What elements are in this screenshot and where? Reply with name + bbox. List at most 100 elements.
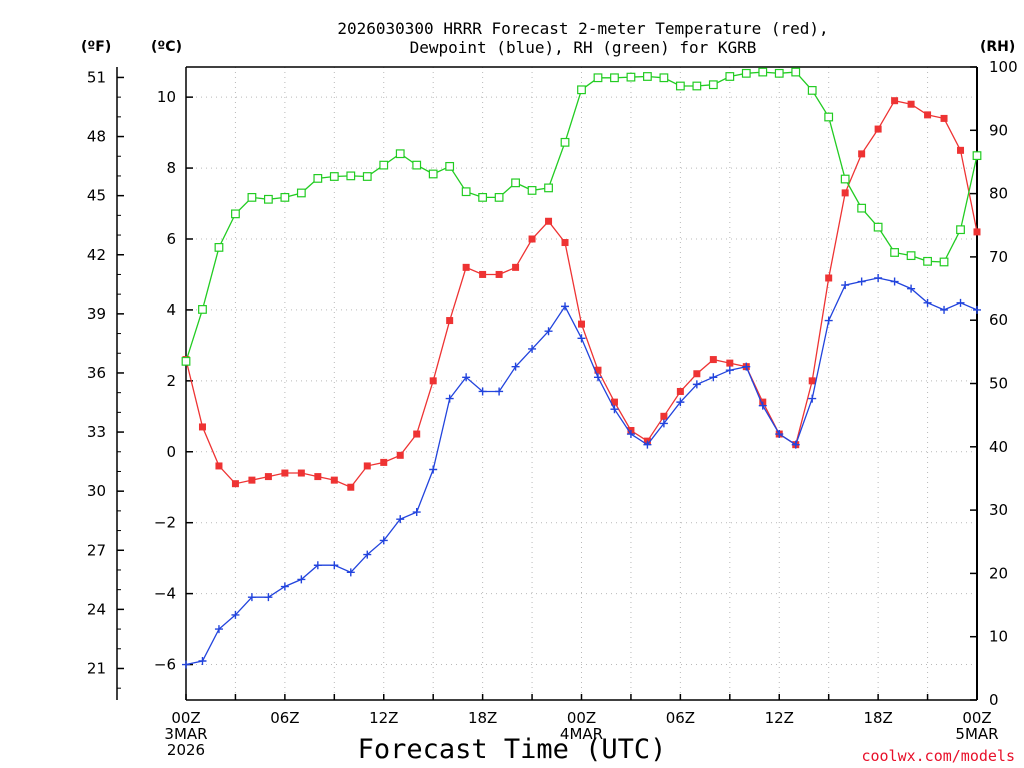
temperature-point bbox=[380, 458, 388, 466]
rh-point bbox=[544, 183, 553, 193]
temperature-point bbox=[413, 430, 421, 438]
dewpoint-point bbox=[561, 302, 570, 311]
dewpoint-point bbox=[297, 575, 306, 584]
x-tick-label: 5MAR bbox=[955, 725, 998, 743]
rh-point bbox=[478, 192, 488, 202]
rh-tick-label: 0 bbox=[989, 691, 999, 709]
temperature-point bbox=[281, 469, 289, 477]
temperature-point bbox=[726, 359, 734, 367]
dewpoint-point bbox=[396, 515, 405, 524]
temperature-point bbox=[957, 146, 965, 154]
dewpoint-point bbox=[758, 401, 767, 410]
x-tick-label: 18Z bbox=[468, 709, 497, 727]
temperature-point bbox=[248, 476, 256, 484]
fahrenheit-tick-label: 27 bbox=[87, 541, 106, 559]
temperature-point bbox=[198, 423, 206, 431]
x-tick-label: 00Z bbox=[171, 709, 200, 727]
temperature-point bbox=[561, 239, 569, 247]
dewpoint-point bbox=[808, 394, 817, 403]
x-axis-title: Forecast Time (UTC) bbox=[358, 734, 667, 765]
temperature-point bbox=[940, 114, 948, 122]
rh-point bbox=[725, 72, 735, 81]
rh-tick-label: 10 bbox=[989, 628, 1008, 646]
rh-tick-label: 50 bbox=[989, 375, 1008, 393]
dewpoint-point bbox=[692, 380, 701, 389]
rh-point bbox=[890, 248, 900, 257]
temperature-point bbox=[528, 235, 536, 243]
rh-point bbox=[296, 188, 306, 198]
rh-point bbox=[329, 172, 339, 181]
dewpoint-point bbox=[495, 387, 504, 396]
rh-point bbox=[445, 161, 455, 171]
fahrenheit-unit-label: (ºF) bbox=[81, 39, 111, 55]
rh-point bbox=[577, 85, 586, 95]
rh-point bbox=[461, 187, 471, 197]
dewpoint-point bbox=[593, 373, 602, 382]
dewpoint-point bbox=[791, 440, 800, 449]
temperature-point bbox=[808, 377, 816, 385]
dewpoint-point bbox=[923, 298, 932, 307]
rh-point bbox=[675, 81, 685, 91]
dewpoint-point bbox=[577, 334, 586, 343]
rh-tick-label: 30 bbox=[989, 501, 1008, 519]
dewpoint-point bbox=[874, 274, 883, 282]
rh-point bbox=[758, 67, 768, 77]
dewpoint-point bbox=[363, 550, 372, 559]
chart-title-line-1: 2026030300 HRRR Forecast 2-meter Tempera… bbox=[337, 19, 828, 38]
dewpoint-point bbox=[412, 508, 421, 517]
dewpoint-point bbox=[775, 430, 784, 439]
rh-point bbox=[906, 251, 916, 261]
rh-point bbox=[610, 73, 619, 83]
rh-point bbox=[313, 174, 323, 183]
celsius-tick-label: 8 bbox=[166, 159, 176, 177]
temperature-point bbox=[610, 398, 618, 406]
rh-tick-label: 80 bbox=[989, 185, 1008, 203]
rh-point bbox=[214, 243, 224, 252]
x-tick-label: 3MAR bbox=[164, 725, 207, 743]
dewpoint-point bbox=[462, 373, 471, 382]
rh-point bbox=[412, 160, 422, 170]
rh-point bbox=[181, 356, 191, 366]
rh-point bbox=[741, 68, 751, 78]
temperature-point bbox=[841, 189, 849, 197]
fahrenheit-tick-label: 21 bbox=[87, 659, 106, 677]
rh-point bbox=[626, 72, 636, 82]
dewpoint-point bbox=[973, 305, 981, 314]
fahrenheit-tick-label: 42 bbox=[87, 246, 106, 264]
temperature-point bbox=[479, 270, 487, 278]
fahrenheit-tick-label: 45 bbox=[87, 187, 106, 205]
temperature-point bbox=[676, 387, 684, 395]
temperature-point bbox=[874, 125, 882, 133]
temperature-point bbox=[297, 469, 305, 477]
rh-point bbox=[362, 172, 372, 181]
rh-point bbox=[791, 67, 801, 77]
temperature-point bbox=[264, 473, 272, 481]
rh-point bbox=[857, 203, 867, 213]
rh-tick-label: 40 bbox=[989, 438, 1008, 456]
grid-lines bbox=[186, 67, 977, 700]
rh-tick-label: 60 bbox=[989, 311, 1008, 329]
x-tick-label: 2026 bbox=[167, 741, 205, 759]
dewpoint-point bbox=[824, 316, 833, 325]
fahrenheit-tick-label: 30 bbox=[87, 482, 106, 500]
celsius-tick-label: 2 bbox=[166, 372, 176, 390]
dewpoint-point bbox=[676, 398, 685, 407]
dewpoint-point bbox=[709, 373, 718, 382]
dewpoint-point bbox=[725, 366, 734, 375]
rh-point bbox=[593, 73, 603, 83]
dewpoint-point bbox=[445, 394, 454, 403]
fahrenheit-tick-label: 39 bbox=[87, 305, 106, 323]
temperature-point bbox=[924, 111, 932, 119]
rh-point bbox=[263, 194, 273, 204]
rh-tick-label: 100 bbox=[989, 58, 1018, 76]
rh-point bbox=[923, 256, 932, 266]
rh-point bbox=[708, 80, 718, 90]
dewpoint-point bbox=[247, 593, 256, 602]
celsius-tick-label: 0 bbox=[166, 443, 176, 461]
dewpoint-point bbox=[890, 277, 899, 286]
axes bbox=[116, 66, 978, 701]
rh-point bbox=[692, 81, 702, 91]
rh-point bbox=[824, 112, 834, 122]
temperature-point bbox=[462, 263, 470, 271]
